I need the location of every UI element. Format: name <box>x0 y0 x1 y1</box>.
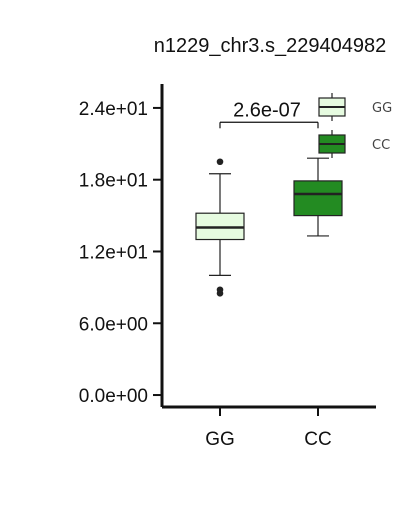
y-tick-label: 1.2e+01 <box>79 242 148 263</box>
y-tick-label: 6.0e+00 <box>79 314 148 335</box>
y-tick-label: 2.4e+01 <box>79 99 148 120</box>
chart-title: n1229_chr3.s_229404982 <box>154 35 386 57</box>
box-body <box>293 180 343 217</box>
box-gg <box>195 158 245 297</box>
legend-item-gg: GG <box>318 93 392 121</box>
significance-annotation: 2.6e-07 <box>219 99 319 129</box>
legend-item-cc: CC <box>318 130 390 158</box>
y-tick-label: 0.0e+00 <box>79 386 148 407</box>
outlier-point <box>216 286 224 294</box>
y-tick-label: 1.8e+01 <box>79 171 148 192</box>
legend: GG CC <box>318 93 392 158</box>
legend-label: GG <box>372 101 392 116</box>
x-tick-label: GG <box>205 429 235 450</box>
outlier-point <box>216 158 224 166</box>
axes: 0.0e+00 6.0e+00 1.2e+01 1.8e+01 2.4e+01 GG CC <box>79 84 376 450</box>
legend-label: CC <box>372 138 390 153</box>
p-value-label: 2.6e-07 <box>233 99 301 121</box>
box-cc <box>293 157 343 237</box>
boxes <box>195 157 343 297</box>
x-tick-label: CC <box>304 429 331 450</box>
